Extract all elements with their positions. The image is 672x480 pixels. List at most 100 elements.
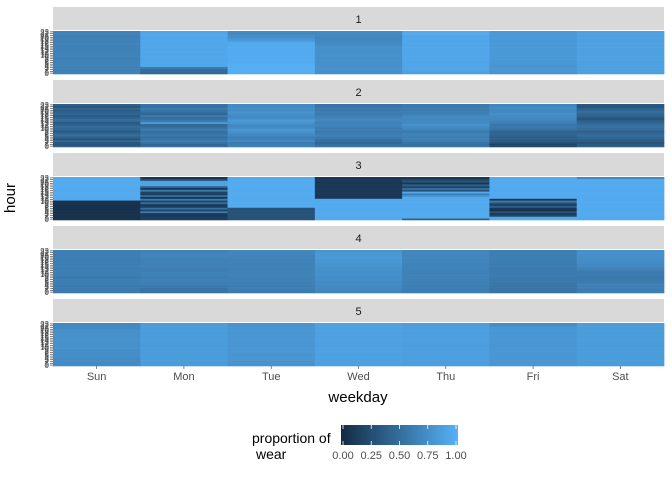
facet-strip-label: 2 [355, 87, 361, 99]
heatmap-cell [576, 134, 665, 137]
heatmap-cell [227, 287, 316, 290]
heatmap-cell [489, 360, 578, 363]
y-tick-label: 21 [40, 250, 49, 259]
heatmap-cell [576, 218, 665, 221]
heatmap-cell [576, 360, 665, 363]
heatmap-cell [576, 214, 665, 217]
heatmap-cell [576, 355, 665, 358]
heatmap-cell [489, 196, 578, 199]
heatmap-cell [402, 196, 490, 199]
heatmap-cell [140, 349, 228, 352]
heatmap-cell [53, 328, 141, 331]
y-tick-label: 11 [41, 341, 50, 350]
heatmap-cell [53, 342, 141, 345]
heatmap-cell [489, 357, 578, 360]
heatmap-cell [53, 118, 141, 121]
heatmap-cell [314, 339, 403, 342]
heatmap-cell [489, 255, 578, 258]
heatmap-cell [489, 107, 578, 110]
heatmap-cell [489, 202, 578, 205]
heatmap-cell [402, 145, 490, 148]
heatmap-cell [402, 48, 490, 52]
heatmap-cell [489, 189, 578, 192]
heatmap-cell [576, 125, 665, 128]
heatmap-cell [402, 276, 490, 279]
heatmap-cell [227, 57, 316, 60]
heatmap-cell [314, 262, 403, 265]
heatmap-cell [314, 278, 403, 281]
heatmap-cell [227, 185, 316, 189]
heatmap-cell [576, 36, 665, 39]
heatmap-cell [53, 258, 141, 262]
heatmap-cell [53, 340, 141, 344]
heatmap-cell [140, 280, 228, 283]
y-tick-label: 13 [40, 119, 49, 128]
heatmap-cell [402, 34, 490, 37]
heatmap-cell [576, 346, 665, 349]
heatmap-cell [402, 348, 490, 351]
heatmap-cell [53, 282, 141, 285]
heatmap-cell [140, 120, 228, 123]
heatmap-cell [227, 45, 316, 48]
heatmap-cell [314, 185, 403, 189]
heatmap-cell [314, 340, 403, 344]
y-tick-label: 10 [40, 343, 49, 352]
heatmap-cell [53, 278, 141, 281]
heatmap-cell [489, 328, 578, 331]
heatmap-cell [140, 59, 228, 62]
heatmap-cell [140, 278, 228, 281]
heatmap-cell [402, 38, 490, 41]
heatmap-cell [402, 360, 490, 363]
heatmap-cell [53, 267, 141, 271]
heatmap-cell [140, 358, 228, 361]
heatmap-cell [140, 56, 228, 59]
heatmap-cell [576, 111, 665, 114]
x-tick-label: Sun [87, 371, 107, 383]
heatmap-cell [140, 111, 228, 114]
heatmap-cell [314, 31, 403, 34]
heatmap-cell [489, 185, 578, 189]
heatmap-cell [576, 271, 665, 274]
y-tick-label: 4 [45, 62, 50, 71]
y-tick-label: 8 [45, 55, 50, 64]
heatmap-cell [576, 348, 665, 351]
heatmap-cell [227, 43, 316, 46]
heatmap-cell [402, 32, 490, 35]
heatmap-cell [227, 364, 316, 367]
heatmap-cell [489, 38, 578, 41]
y-tick-label: 16 [40, 113, 49, 122]
heatmap-cell [140, 65, 228, 68]
heatmap-cell [140, 218, 228, 221]
heatmap-cell [227, 250, 316, 253]
heatmap-cell [53, 262, 141, 265]
heatmap-cell [140, 267, 228, 271]
heatmap-cell [140, 264, 228, 267]
heatmap-cell [576, 342, 665, 345]
heatmap-cell [227, 339, 316, 342]
heatmap-cell [53, 200, 141, 203]
heatmap-cell [227, 330, 316, 333]
heatmap-cell [227, 177, 316, 180]
y-tick-label: 9 [45, 272, 50, 281]
heatmap-cell [140, 104, 228, 107]
heatmap-cell [227, 129, 316, 132]
heatmap-cell [402, 65, 490, 68]
heatmap-cell [227, 351, 316, 354]
heatmap-cell [140, 72, 228, 75]
heatmap-cell [227, 276, 316, 279]
heatmap-cell [489, 47, 578, 50]
heatmap-cell [314, 52, 403, 55]
heatmap-cell [402, 339, 490, 342]
heatmap-cell [53, 104, 141, 107]
heatmap-cell [576, 349, 665, 352]
heatmap-cell [489, 184, 578, 187]
heatmap-cell [576, 136, 665, 139]
y-tick-label: 4 [45, 354, 50, 363]
heatmap-cell [53, 178, 141, 181]
heatmap-cell [314, 344, 403, 347]
y-tick-label: 2 [45, 212, 50, 221]
heatmap-cell [489, 121, 578, 125]
heatmap-cell [314, 348, 403, 351]
heatmap-cell [314, 38, 403, 41]
heatmap-cell [314, 36, 403, 39]
